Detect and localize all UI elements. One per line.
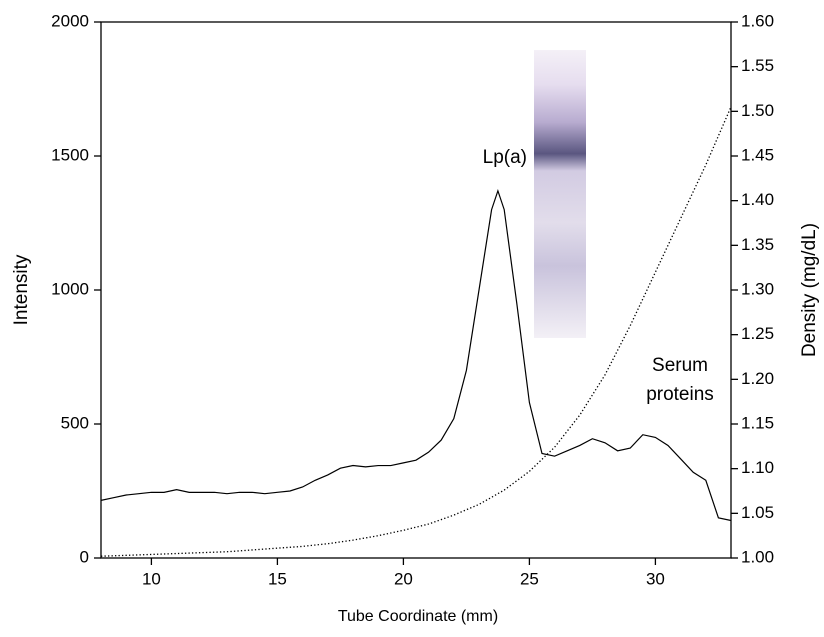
annotation: Serum [652,355,708,376]
y-axis-label: Intensity [11,254,32,325]
x-tick-label: 15 [268,569,287,588]
x-axis-label: Tube Coordinate (mm) [338,608,498,625]
density-line [100,106,732,557]
x-tick-label: 30 [646,569,665,588]
y2-tick-label: 1.35 [741,235,774,254]
y2-tick-label: 1.55 [741,56,774,75]
y2-tick-label: 1.05 [741,503,774,522]
y2-axis-label: Density (mg/dL) [799,223,820,357]
x-tick-label: 20 [394,569,413,588]
x-tick-label: 25 [520,569,539,588]
gel-image [534,50,586,338]
y-tick-label: 0 [80,547,89,566]
annotation: proteins [646,384,714,405]
annotation: Lp(a) [483,147,527,168]
y-tick-label: 1000 [51,279,89,298]
y2-tick-label: 1.30 [741,279,774,298]
y2-tick-label: 1.15 [741,413,774,432]
intensity-line [100,188,732,522]
y-tick-label: 2000 [51,11,89,30]
x-tick-label: 10 [142,569,161,588]
y2-tick-label: 1.50 [741,101,774,120]
y-tick-label: 500 [61,413,89,432]
y2-tick-label: 1.40 [741,190,774,209]
y2-tick-label: 1.20 [741,369,774,388]
y2-tick-label: 1.10 [741,458,774,477]
y-tick-label: 1500 [51,145,89,164]
plot-frame [100,21,732,559]
y2-tick-label: 1.60 [741,11,774,30]
y2-tick-label: 1.25 [741,324,774,343]
y2-tick-label: 1.45 [741,145,774,164]
y2-tick-label: 1.00 [741,547,774,566]
